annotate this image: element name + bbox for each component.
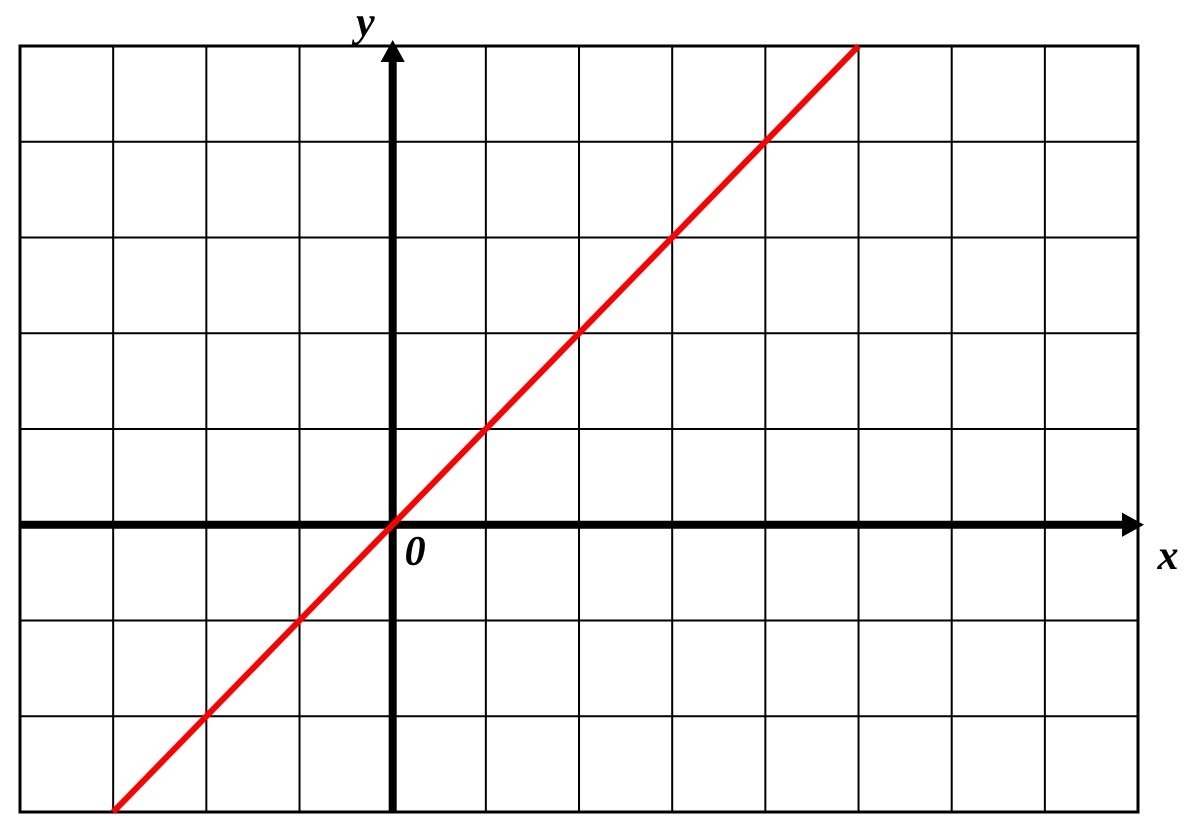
y-axis-label: y — [351, 0, 375, 46]
chart-container: y x 0 — [0, 0, 1200, 838]
origin-label: 0 — [405, 529, 426, 575]
coordinate-plane-chart: y x 0 — [0, 0, 1200, 838]
x-axis-label: x — [1157, 533, 1179, 579]
